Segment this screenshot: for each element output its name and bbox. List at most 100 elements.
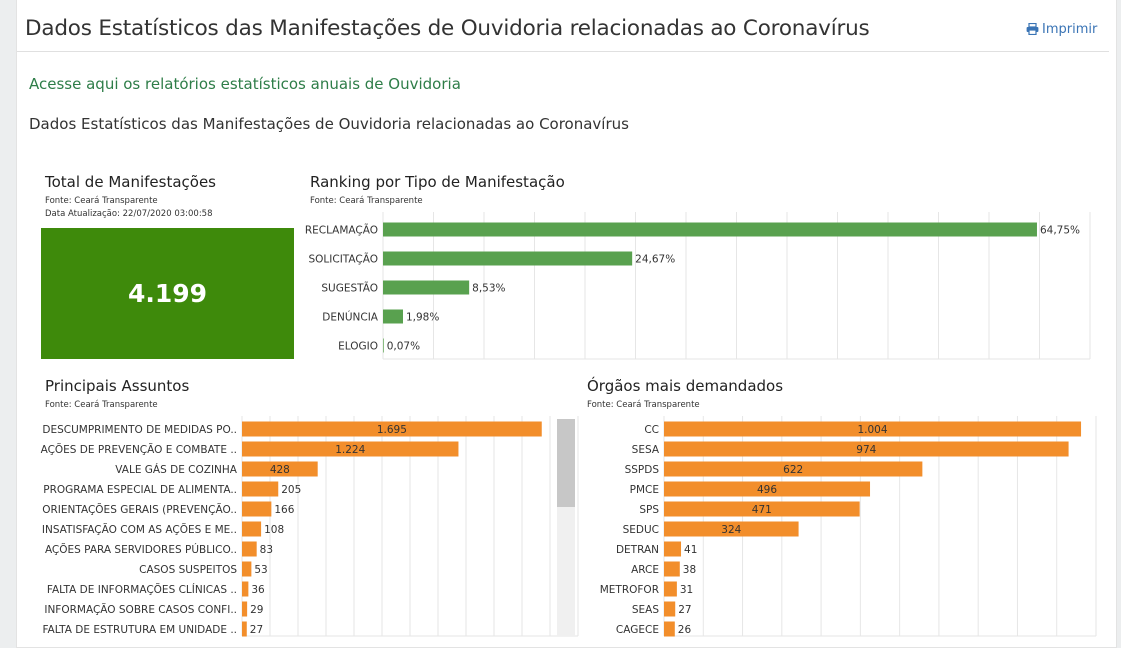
data-label: 324	[721, 524, 741, 536]
data-label: 496	[757, 484, 777, 496]
annual-reports-link[interactable]: Acesse aqui os relatórios estatísticos a…	[29, 75, 461, 93]
category-label: FALTA DE ESTRUTURA EM UNIDADE ..	[42, 624, 237, 636]
category-label: SPS	[639, 504, 659, 516]
bar	[664, 501, 860, 517]
dashboard-subtitle: Dados Estatísticos das Manifestações de …	[29, 115, 629, 133]
category-label: PROGRAMA ESPECIAL DE ALIMENTA..	[43, 484, 237, 496]
data-label: 8,53%	[472, 283, 505, 295]
data-label: 205	[281, 484, 301, 496]
category-label: SESA	[632, 444, 660, 456]
data-label: 64,75%	[1040, 225, 1080, 237]
total-value: 4.199	[127, 279, 208, 308]
bar	[383, 338, 384, 353]
bar	[664, 521, 799, 537]
bar	[242, 421, 542, 437]
category-label: ELOGIO	[338, 341, 378, 353]
data-label: 26	[678, 624, 692, 636]
data-label: 1.004	[857, 424, 887, 436]
title-divider	[17, 51, 1109, 52]
category-label: RECLAMAÇÃO	[305, 224, 378, 237]
bar	[242, 501, 272, 517]
category-label: CASOS SUSPEITOS	[139, 564, 237, 576]
data-label: 83	[260, 544, 273, 556]
assuntos-chart: DESCUMPRIMENTO DE MEDIDAS PO.. 1.695 AÇÕES…	[41, 416, 579, 637]
category-label: SOLICITAÇÃO	[309, 253, 379, 266]
assuntos-title: Principais Assuntos	[45, 377, 190, 395]
category-label: CAGECE	[616, 624, 659, 636]
print-button[interactable]: Imprimir	[1026, 22, 1097, 37]
total-updated: Data Atualização: 22/07/2020 03:00:58	[45, 209, 213, 219]
bar	[242, 441, 459, 457]
data-label: 471	[752, 504, 772, 516]
bar	[383, 309, 403, 324]
bar	[664, 441, 1069, 457]
data-label: 1,98%	[406, 312, 439, 324]
category-label: INSATISFAÇÃO COM AS AÇÕES E ME..	[42, 523, 237, 536]
data-label: 24,67%	[635, 254, 675, 266]
bar	[383, 280, 470, 295]
printer-icon	[1026, 22, 1039, 36]
data-label: 27	[250, 624, 263, 636]
category-label: AÇÕES PARA SERVIDORES PÚBLICO..	[45, 543, 237, 556]
category-label: DESCUMPRIMENTO DE MEDIDAS PO..	[42, 424, 237, 436]
bar	[242, 541, 257, 557]
category-label: SEDUC	[623, 524, 659, 536]
data-label: 31	[680, 584, 693, 596]
data-label: 53	[254, 564, 267, 576]
ranking-source: Fonte: Ceará Transparente	[310, 196, 423, 206]
bar	[242, 521, 262, 537]
data-label: 41	[684, 544, 697, 556]
assuntos-scroll-thumb[interactable]	[557, 419, 575, 507]
print-label: Imprimir	[1042, 22, 1098, 37]
data-label: 1.224	[335, 444, 365, 456]
bar	[664, 481, 871, 497]
category-label: SEAS	[632, 604, 659, 616]
data-label: 428	[270, 464, 290, 476]
category-label: SSPDS	[625, 464, 660, 476]
bar	[242, 621, 247, 637]
bar	[664, 541, 682, 557]
page-title: Dados Estatísticos das Manifestações de …	[25, 16, 870, 41]
bar	[242, 561, 252, 577]
data-label: 108	[264, 524, 284, 536]
category-label: DENÚNCIA	[322, 311, 379, 324]
total-source: Fonte: Ceará Transparente	[45, 196, 158, 206]
bar	[664, 621, 675, 637]
data-label: 622	[783, 464, 803, 476]
data-label: 38	[683, 564, 696, 576]
data-label: 1.695	[377, 424, 407, 436]
category-label: INFORMAÇÃO SOBRE CASOS CONFI..	[44, 603, 237, 616]
category-label: VALE GÁS DE COZINHA	[115, 463, 238, 476]
category-label: AÇÕES DE PREVENÇÃO E COMBATE ..	[41, 443, 237, 456]
data-label: 36	[251, 584, 265, 596]
data-label: 974	[856, 444, 876, 456]
bar	[242, 461, 318, 477]
assuntos-source: Fonte: Ceará Transparente	[45, 400, 158, 410]
data-label: 27	[678, 604, 691, 616]
total-kpi-tile: 4.199	[41, 228, 294, 359]
data-label: 0,07%	[387, 341, 420, 353]
orgaos-chart: CC 1.004 SESA 974 SSPDS 622 PMCE 496 SPS 471 SEDUC…	[600, 416, 1097, 637]
bar	[242, 581, 249, 597]
category-label: DETRAN	[616, 544, 659, 556]
orgaos-title: Órgãos mais demandados	[587, 377, 784, 395]
ranking-title: Ranking por Tipo de Manifestação	[310, 173, 565, 191]
category-label: SUGESTÃO	[321, 282, 378, 295]
category-label: ARCE	[631, 564, 659, 576]
bar	[664, 581, 677, 597]
category-label: FALTA DE INFORMAÇÕES CLÍNICAS ..	[47, 583, 237, 596]
bar	[383, 222, 1037, 237]
bar	[664, 461, 923, 477]
bar	[664, 601, 676, 617]
bar	[383, 251, 633, 266]
category-label: PMCE	[630, 484, 659, 496]
data-label: 166	[274, 504, 294, 516]
orgaos-source: Fonte: Ceará Transparente	[587, 400, 700, 410]
ranking-chart: RECLAMAÇÃO 64,75% SOLICITAÇÃO 24,67% SUGESTÃ…	[305, 212, 1091, 360]
category-label: CC	[644, 424, 659, 436]
bar	[664, 421, 1082, 437]
data-label: 29	[250, 604, 263, 616]
category-label: ORIENTAÇÕES GERAIS (PREVENÇÃO..	[42, 503, 237, 516]
total-title: Total de Manifestações	[45, 173, 216, 191]
bar	[664, 561, 680, 577]
